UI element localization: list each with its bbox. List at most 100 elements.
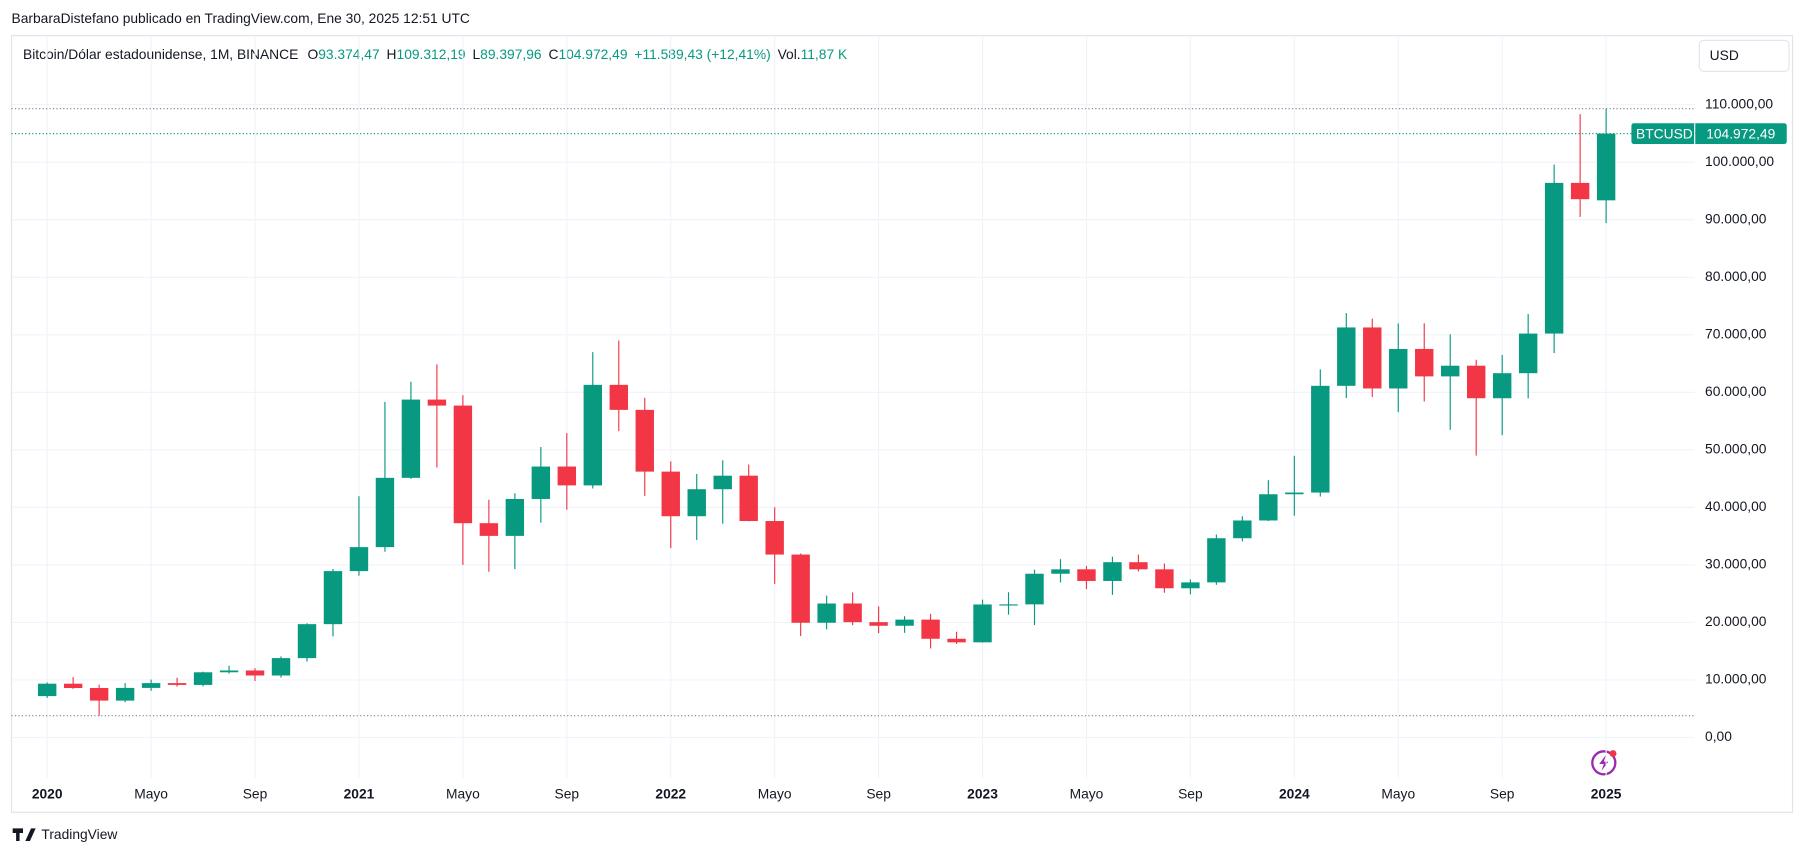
ohlc-key: C (548, 47, 558, 62)
grid (11, 35, 1695, 778)
candle-body (375, 477, 395, 548)
candle-body (1103, 562, 1122, 581)
x-tick-label: Mayo (1070, 787, 1104, 802)
candle-body (661, 471, 680, 517)
symbol: Bitcoin/Dólar estadounidense, 1M, BINANC… (23, 47, 298, 62)
chart-frame (10, 35, 1794, 813)
candle-body (349, 547, 369, 572)
ohlc-key: H (387, 47, 397, 62)
y-tick-label: 10.000,00 (1705, 672, 1767, 687)
candle-body (1492, 373, 1512, 399)
candle-body (1311, 385, 1330, 493)
y-tick-label: 110.000,00 (1705, 96, 1773, 111)
x-tick-label: Sep (866, 787, 891, 802)
candle-body (1596, 133, 1616, 201)
candle-body (505, 498, 525, 536)
candle-body (1233, 520, 1252, 539)
y-tick-label: 60.000,00 (1705, 384, 1767, 399)
vol-value: 11,87 K (801, 47, 848, 62)
currency-button[interactable] (1698, 39, 1790, 72)
y-tick-label: 50.000,00 (1705, 442, 1767, 457)
symbol-legend: Bitcoin/Dólar estadounidense, 1M, BINANC… (23, 47, 848, 62)
x-tick-label: Mayo (1381, 787, 1415, 802)
candle-body (843, 603, 862, 623)
candle-body (427, 399, 447, 406)
candle-body (245, 670, 265, 676)
ohlc-value: 109.312,19 (397, 47, 466, 62)
candle-body (1129, 562, 1148, 570)
price-tag-price: 104.972,49 (1706, 126, 1775, 141)
candle-body (271, 658, 291, 676)
candle-body (609, 384, 628, 410)
candle-body (401, 399, 421, 478)
flash-icon[interactable] (1591, 750, 1617, 776)
ohlc-key: O (308, 47, 319, 62)
publisher: BarbaraDistefano publicado en TradingVie… (12, 11, 470, 26)
ohlc-value: 104.972,49 (558, 47, 627, 62)
y-tick-label: 90.000,00 (1705, 211, 1767, 226)
candle-body (713, 475, 732, 490)
candle-body (1259, 494, 1278, 521)
candle-body (193, 672, 213, 685)
x-tick-label: 2025 (1591, 787, 1622, 802)
candle-body (895, 619, 914, 626)
candle-body (1518, 333, 1538, 374)
candle-body (999, 604, 1018, 606)
candle-body (1389, 348, 1408, 389)
x-tick-label: 2021 (344, 787, 375, 802)
candle-body (323, 571, 343, 625)
x-tick-label: 2023 (967, 787, 998, 802)
candle-body (947, 638, 966, 643)
currency[interactable]: USD (1710, 48, 1739, 63)
candle-body (1544, 182, 1564, 334)
vol-key: Vol. (778, 47, 801, 62)
candle-body (63, 683, 83, 689)
candle-body (1181, 582, 1200, 589)
change: +11.589,43 (+12,41%) (634, 47, 770, 62)
candle-body (1441, 365, 1460, 377)
candle-body (739, 475, 758, 522)
candle-body (1051, 569, 1070, 574)
candle-body (1363, 327, 1382, 389)
price-tag-symbol: BTCUSD (1636, 126, 1693, 141)
candle-body (479, 523, 499, 536)
x-tick-label: Sep (555, 787, 580, 802)
x-tick-label: 2020 (32, 787, 63, 802)
candle-body (1077, 569, 1096, 581)
candle-body (531, 466, 551, 499)
x-tick-label: 2022 (655, 787, 686, 802)
x-tick-label: Mayo (446, 787, 480, 802)
y-tick-label: 70.000,00 (1705, 326, 1767, 341)
y-tick-label: 0,00 (1705, 729, 1732, 744)
ohlc-value: 93.374,47 (318, 47, 379, 62)
candle-body (583, 384, 603, 486)
y-tick-label: 100.000,00 (1705, 154, 1774, 169)
x-tick-label: Mayo (134, 787, 168, 802)
x-tick-label: Sep (243, 787, 268, 802)
candle-body (1466, 365, 1486, 399)
y-tick-label: 80.000,00 (1705, 269, 1767, 284)
candle-body (921, 619, 940, 639)
candle-body (973, 604, 992, 643)
candle-body (115, 687, 135, 701)
candle-body (1570, 182, 1590, 200)
candle-body (89, 688, 109, 701)
candle-body (687, 489, 706, 517)
x-tick-label: Mayo (758, 787, 792, 802)
candle-body (167, 683, 187, 685)
candle-body (1415, 348, 1434, 377)
candle-body (635, 409, 654, 472)
candle-body (453, 405, 473, 524)
candle-body (1207, 538, 1226, 583)
candle-body (791, 554, 810, 623)
candle-body (1337, 327, 1356, 386)
y-tick-label: 40.000,00 (1705, 499, 1767, 514)
candle-body (817, 603, 836, 623)
candle-body (869, 622, 888, 626)
x-tick-label: 2024 (1279, 787, 1310, 802)
candle-body (765, 521, 784, 555)
footer-logo: TradingView (12, 827, 117, 842)
price-tag (1631, 123, 1787, 144)
